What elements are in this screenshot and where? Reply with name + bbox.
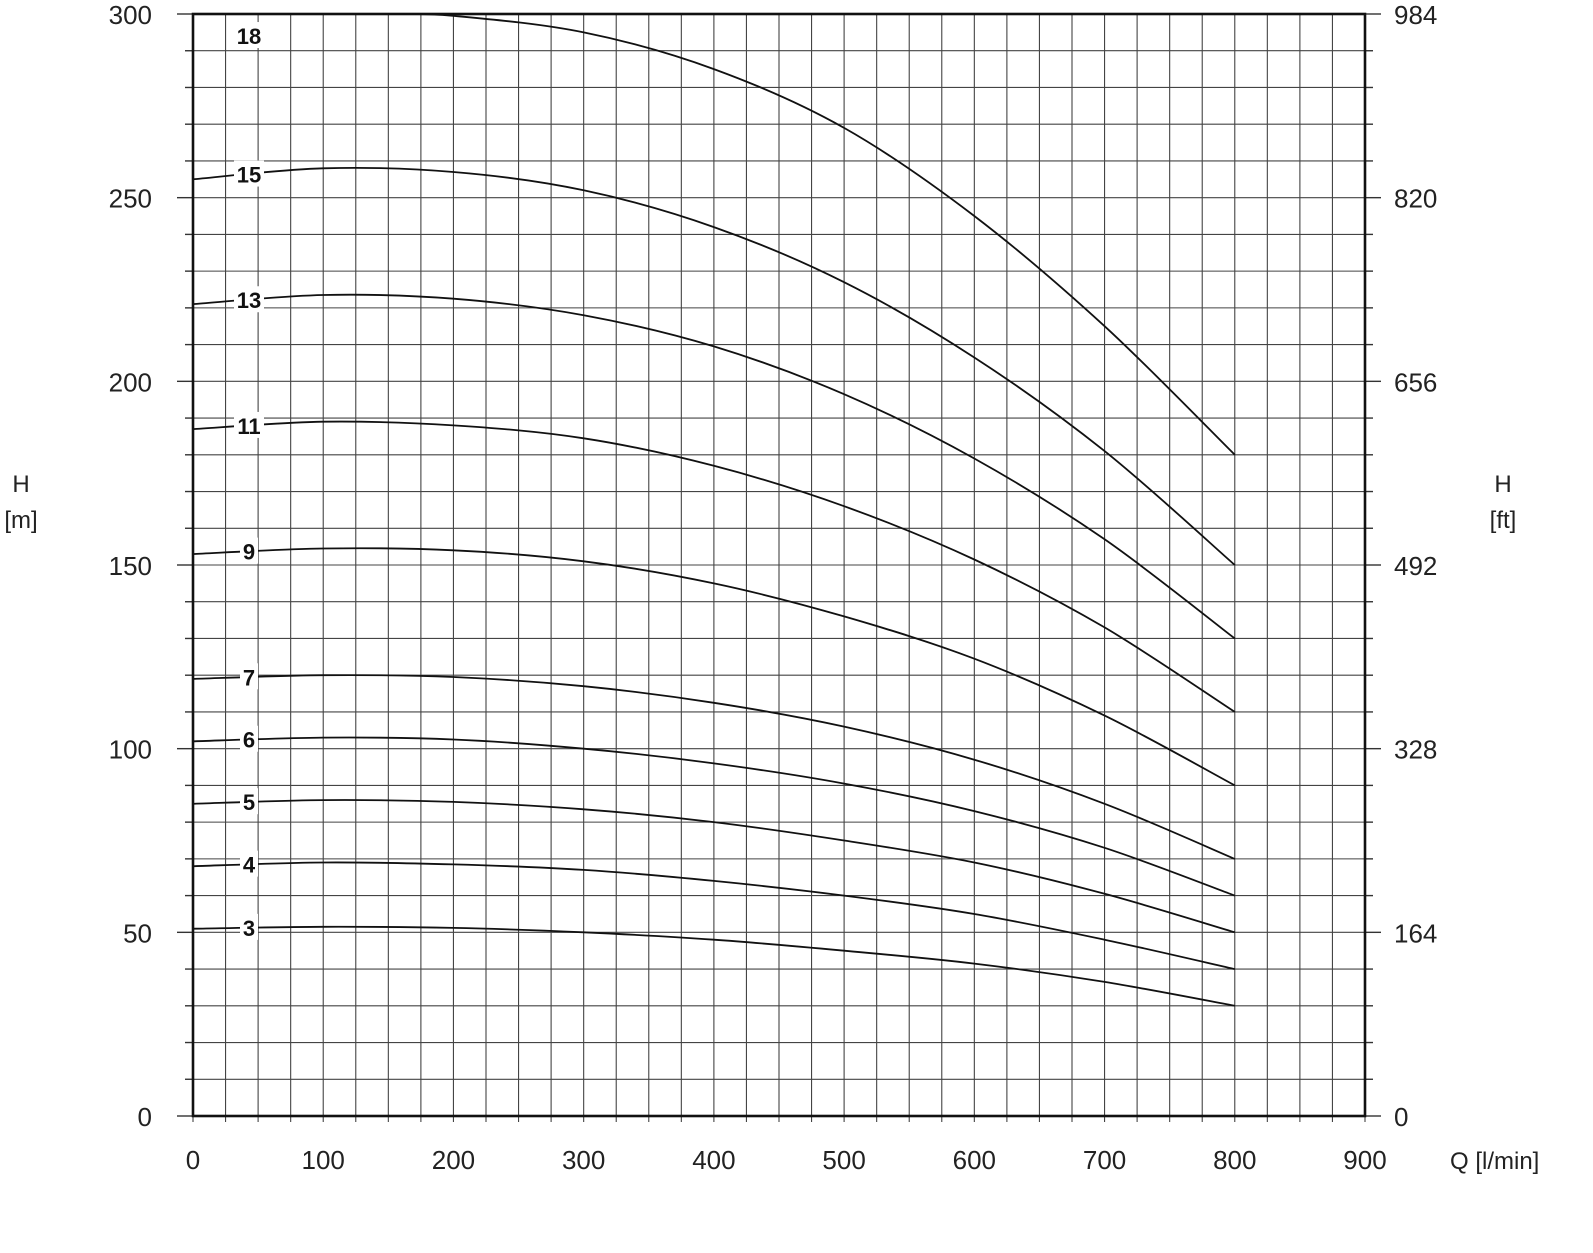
y-axis-left-symbol: H — [12, 471, 29, 498]
y-axis-right-unit: [ft] — [1490, 507, 1517, 534]
y-tick-label-right: 984 — [1394, 0, 1437, 30]
x-tick-label: 500 — [822, 1145, 865, 1175]
curve-label-7: 7 — [243, 665, 255, 690]
curve-9 — [192, 547, 1236, 787]
curve-18 — [388, 12, 1236, 456]
curve-label-11: 11 — [237, 414, 260, 439]
curve-13 — [192, 293, 1236, 640]
x-tick-label: 700 — [1083, 1145, 1126, 1175]
y-tick-label-left: 50 — [123, 918, 152, 948]
x-tick-label: 900 — [1343, 1145, 1386, 1175]
y-tick-label-right: 492 — [1394, 551, 1437, 581]
axis-titles: H [m] H [ft] Q [l/min] — [4, 471, 1539, 1175]
y-tick-label-left: 300 — [109, 0, 152, 30]
x-tick-label: 800 — [1213, 1145, 1256, 1175]
curve-label-bg — [233, 22, 264, 49]
y-tick-label-left: 200 — [109, 367, 152, 397]
x-tick-label: 100 — [302, 1145, 345, 1175]
curve-label-6: 6 — [243, 728, 255, 753]
curve-label-bg — [233, 160, 264, 187]
curve-4 — [192, 861, 1235, 970]
axes — [177, 12, 1381, 1118]
curve-label-3: 3 — [243, 916, 255, 941]
grid-lines — [192, 13, 1366, 1122]
curves — [192, 12, 1236, 1007]
curve-label-bg — [233, 411, 264, 438]
curve-label-bg — [239, 663, 258, 690]
plot-frame — [191, 12, 1367, 1118]
y-tick-label-right: 164 — [1394, 918, 1437, 948]
curve-15 — [192, 166, 1236, 566]
y-axis-right-symbol: H — [1494, 471, 1511, 498]
curve-label-13: 13 — [237, 288, 261, 313]
x-tick-label: 0 — [186, 1145, 200, 1175]
curve-label-18: 18 — [237, 24, 261, 49]
x-tick-label: 400 — [692, 1145, 735, 1175]
curve-5 — [192, 799, 1236, 934]
x-tick-label: 200 — [432, 1145, 475, 1175]
y-tick-label-left: 150 — [109, 551, 152, 581]
curve-11 — [192, 420, 1236, 713]
x-tick-label: 600 — [953, 1145, 996, 1175]
curve-label-5: 5 — [243, 790, 255, 815]
y-tick-label-left: 250 — [109, 184, 152, 214]
y-tick-label-right: 328 — [1394, 735, 1437, 765]
curve-label-bg — [233, 286, 264, 313]
y-tick-label-left: 0 — [138, 1102, 152, 1132]
curve-label-bg — [239, 913, 258, 940]
curve-label-bg — [239, 537, 258, 564]
curve-label-9: 9 — [243, 540, 255, 565]
curve-labels: 3 4 5 6 7 9 11 13 15 18 — [233, 22, 264, 941]
y-axis-left-unit: [m] — [4, 507, 37, 534]
y-tick-label-left: 100 — [109, 735, 152, 765]
tick-labels: 0 100 200 300 400 500 600 700 800 900050100150200… — [109, 0, 1438, 1175]
curve-label-bg — [239, 725, 258, 752]
y-tick-label-right: 656 — [1394, 367, 1437, 397]
curve-label-bg — [239, 850, 258, 877]
y-tick-label-right: 820 — [1394, 184, 1437, 214]
curve-6 — [192, 736, 1236, 897]
curve-3 — [192, 925, 1235, 1007]
curve-7 — [192, 674, 1236, 860]
x-axis-label: Q [l/min] — [1450, 1148, 1539, 1175]
curve-label-15: 15 — [237, 163, 261, 188]
x-tick-label: 300 — [562, 1145, 605, 1175]
y-tick-label-right: 0 — [1394, 1102, 1408, 1132]
curve-label-4: 4 — [243, 853, 256, 878]
curve-label-bg — [239, 788, 258, 815]
